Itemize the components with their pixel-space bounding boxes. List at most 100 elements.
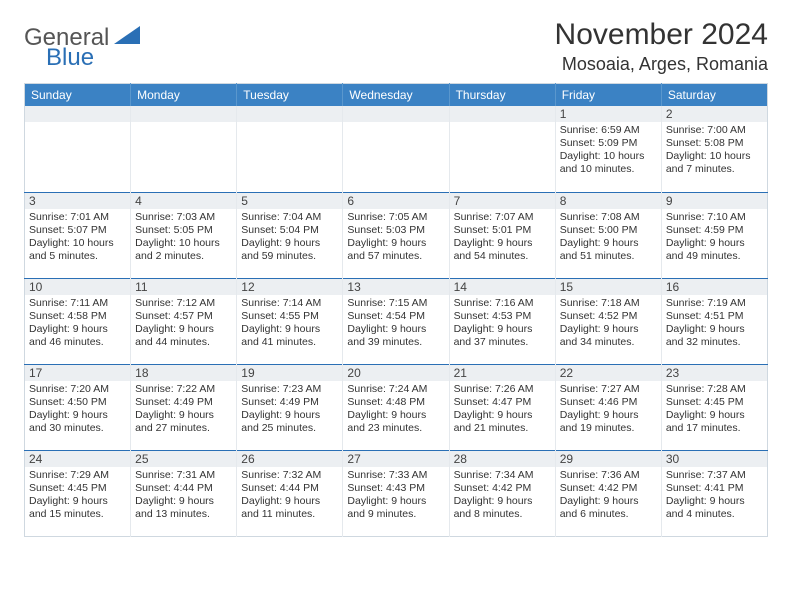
day-number: 5 [237,193,342,209]
day-number-empty [343,106,448,122]
day-header: Sunday [25,84,131,107]
day-cell: 16Sunrise: 7:19 AMSunset: 4:51 PMDayligh… [661,278,767,364]
day-details: Sunrise: 7:19 AMSunset: 4:51 PMDaylight:… [662,295,767,354]
day-details: Sunrise: 7:24 AMSunset: 4:48 PMDaylight:… [343,381,448,440]
day-details: Sunrise: 7:03 AMSunset: 5:05 PMDaylight:… [131,209,236,268]
day-cell: 21Sunrise: 7:26 AMSunset: 4:47 PMDayligh… [449,364,555,450]
day-details: Sunrise: 7:05 AMSunset: 5:03 PMDaylight:… [343,209,448,268]
day-cell: 11Sunrise: 7:12 AMSunset: 4:57 PMDayligh… [131,278,237,364]
day-cell: 27Sunrise: 7:33 AMSunset: 4:43 PMDayligh… [343,450,449,536]
day-cell [343,106,449,192]
day-cell: 12Sunrise: 7:14 AMSunset: 4:55 PMDayligh… [237,278,343,364]
day-header: Friday [555,84,661,107]
day-number: 19 [237,365,342,381]
calendar-table: SundayMondayTuesdayWednesdayThursdayFrid… [24,83,768,537]
day-cell: 5Sunrise: 7:04 AMSunset: 5:04 PMDaylight… [237,192,343,278]
day-details: Sunrise: 7:04 AMSunset: 5:04 PMDaylight:… [237,209,342,268]
day-cell: 18Sunrise: 7:22 AMSunset: 4:49 PMDayligh… [131,364,237,450]
day-cell: 1Sunrise: 6:59 AMSunset: 5:09 PMDaylight… [555,106,661,192]
day-header: Wednesday [343,84,449,107]
day-cell: 26Sunrise: 7:32 AMSunset: 4:44 PMDayligh… [237,450,343,536]
day-cell: 4Sunrise: 7:03 AMSunset: 5:05 PMDaylight… [131,192,237,278]
calendar-week-row: 10Sunrise: 7:11 AMSunset: 4:58 PMDayligh… [25,278,768,364]
day-details: Sunrise: 7:26 AMSunset: 4:47 PMDaylight:… [450,381,555,440]
day-number: 13 [343,279,448,295]
day-header: Tuesday [237,84,343,107]
day-number-empty [237,106,342,122]
day-number: 23 [662,365,767,381]
calendar-header-row: SundayMondayTuesdayWednesdayThursdayFrid… [25,84,768,107]
day-number: 17 [25,365,130,381]
day-cell: 22Sunrise: 7:27 AMSunset: 4:46 PMDayligh… [555,364,661,450]
day-number: 10 [25,279,130,295]
day-number: 2 [662,106,767,122]
day-cell: 24Sunrise: 7:29 AMSunset: 4:45 PMDayligh… [25,450,131,536]
day-details: Sunrise: 7:08 AMSunset: 5:00 PMDaylight:… [556,209,661,268]
location: Mosoaia, Arges, Romania [555,54,768,75]
day-number: 27 [343,451,448,467]
day-header: Saturday [661,84,767,107]
day-cell: 3Sunrise: 7:01 AMSunset: 5:07 PMDaylight… [25,192,131,278]
day-number: 11 [131,279,236,295]
day-details: Sunrise: 7:00 AMSunset: 5:08 PMDaylight:… [662,122,767,181]
day-number-empty [131,106,236,122]
day-details: Sunrise: 7:36 AMSunset: 4:42 PMDaylight:… [556,467,661,526]
day-number: 18 [131,365,236,381]
day-details: Sunrise: 7:23 AMSunset: 4:49 PMDaylight:… [237,381,342,440]
day-number: 30 [662,451,767,467]
day-number: 24 [25,451,130,467]
month-title: November 2024 [555,18,768,52]
day-header: Thursday [449,84,555,107]
day-details: Sunrise: 7:07 AMSunset: 5:01 PMDaylight:… [450,209,555,268]
day-cell: 20Sunrise: 7:24 AMSunset: 4:48 PMDayligh… [343,364,449,450]
day-cell: 13Sunrise: 7:15 AMSunset: 4:54 PMDayligh… [343,278,449,364]
day-details: Sunrise: 6:59 AMSunset: 5:09 PMDaylight:… [556,122,661,181]
logo-triangle-icon [114,26,140,49]
day-number: 20 [343,365,448,381]
day-details: Sunrise: 7:01 AMSunset: 5:07 PMDaylight:… [25,209,130,268]
day-number-empty [25,106,130,122]
day-number: 14 [450,279,555,295]
day-number: 15 [556,279,661,295]
day-details: Sunrise: 7:34 AMSunset: 4:42 PMDaylight:… [450,467,555,526]
day-number: 4 [131,193,236,209]
day-cell: 8Sunrise: 7:08 AMSunset: 5:00 PMDaylight… [555,192,661,278]
day-details: Sunrise: 7:28 AMSunset: 4:45 PMDaylight:… [662,381,767,440]
day-number: 3 [25,193,130,209]
day-cell: 29Sunrise: 7:36 AMSunset: 4:42 PMDayligh… [555,450,661,536]
day-number: 6 [343,193,448,209]
day-number: 9 [662,193,767,209]
day-cell: 19Sunrise: 7:23 AMSunset: 4:49 PMDayligh… [237,364,343,450]
day-details: Sunrise: 7:16 AMSunset: 4:53 PMDaylight:… [450,295,555,354]
day-details: Sunrise: 7:18 AMSunset: 4:52 PMDaylight:… [556,295,661,354]
day-number: 29 [556,451,661,467]
day-number: 25 [131,451,236,467]
day-number: 8 [556,193,661,209]
day-cell [449,106,555,192]
day-cell: 6Sunrise: 7:05 AMSunset: 5:03 PMDaylight… [343,192,449,278]
day-details: Sunrise: 7:22 AMSunset: 4:49 PMDaylight:… [131,381,236,440]
day-cell [237,106,343,192]
day-cell: 14Sunrise: 7:16 AMSunset: 4:53 PMDayligh… [449,278,555,364]
day-cell: 7Sunrise: 7:07 AMSunset: 5:01 PMDaylight… [449,192,555,278]
day-details: Sunrise: 7:15 AMSunset: 4:54 PMDaylight:… [343,295,448,354]
day-cell: 23Sunrise: 7:28 AMSunset: 4:45 PMDayligh… [661,364,767,450]
day-number: 26 [237,451,342,467]
day-cell: 30Sunrise: 7:37 AMSunset: 4:41 PMDayligh… [661,450,767,536]
day-details: Sunrise: 7:29 AMSunset: 4:45 PMDaylight:… [25,467,130,526]
day-cell: 25Sunrise: 7:31 AMSunset: 4:44 PMDayligh… [131,450,237,536]
day-cell: 15Sunrise: 7:18 AMSunset: 4:52 PMDayligh… [555,278,661,364]
header: General November 2024 Mosoaia, Arges, Ro… [24,18,768,75]
day-details: Sunrise: 7:10 AMSunset: 4:59 PMDaylight:… [662,209,767,268]
day-details: Sunrise: 7:33 AMSunset: 4:43 PMDaylight:… [343,467,448,526]
day-details: Sunrise: 7:37 AMSunset: 4:41 PMDaylight:… [662,467,767,526]
day-details: Sunrise: 7:12 AMSunset: 4:57 PMDaylight:… [131,295,236,354]
title-block: November 2024 Mosoaia, Arges, Romania [555,18,768,75]
day-number: 1 [556,106,661,122]
day-cell: 17Sunrise: 7:20 AMSunset: 4:50 PMDayligh… [25,364,131,450]
day-cell: 2Sunrise: 7:00 AMSunset: 5:08 PMDaylight… [661,106,767,192]
day-number: 21 [450,365,555,381]
calendar-week-row: 17Sunrise: 7:20 AMSunset: 4:50 PMDayligh… [25,364,768,450]
day-cell: 10Sunrise: 7:11 AMSunset: 4:58 PMDayligh… [25,278,131,364]
day-header: Monday [131,84,237,107]
